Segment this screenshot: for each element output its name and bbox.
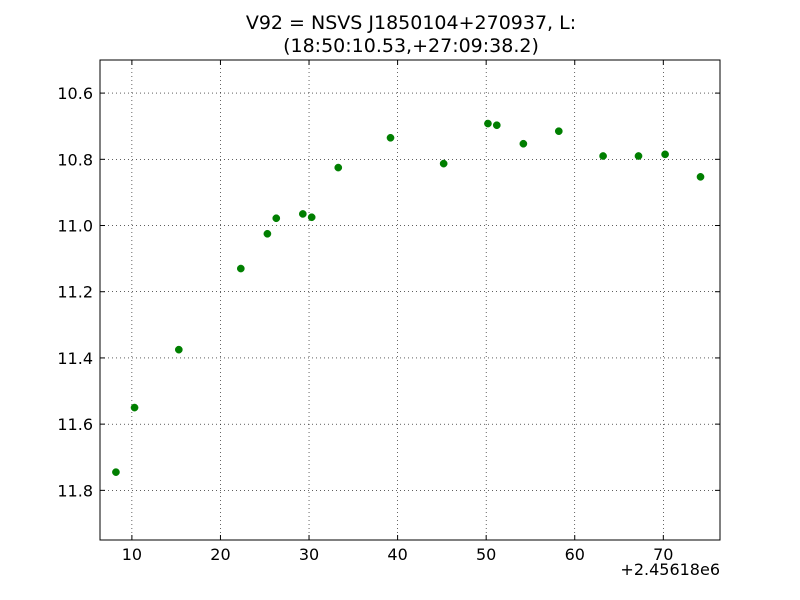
y-tick-label: 11.6 [57,415,93,434]
data-point [334,163,343,172]
data-point [112,468,120,476]
x-tick-label: 30 [299,545,319,564]
data-point [599,152,607,160]
data-point [386,133,395,142]
x-tick-label: 20 [210,545,230,564]
data-points [112,119,705,476]
data-point [307,213,316,222]
grid-lines [100,60,720,540]
data-point [174,345,183,354]
y-tick-label: 11.0 [57,217,93,236]
x-tick-label: 40 [387,545,407,564]
data-point [661,150,669,159]
chart-title: V92 = NSVS J1850104+270937, L: (18:50:10… [246,12,576,57]
data-point [298,210,307,218]
data-point [634,152,643,160]
y-tick-label: 10.6 [57,84,93,103]
x-tick-label: 50 [476,545,496,564]
data-point [519,139,528,148]
data-point [554,127,563,136]
x-axis-offset-label: +2.45618e6 [620,560,720,579]
data-point [236,264,245,273]
data-point [272,214,281,223]
data-point [492,121,501,130]
data-point [130,403,139,412]
axis-ticks: 10 20 30 40 50 60 70 10.6 10.8 11.0 11.2 11.4 11.6 11… [57,60,720,564]
x-tick-label: 10 [122,545,142,564]
plot-area-frame [99,59,721,541]
data-point [439,159,448,168]
y-tick-label: 10.8 [57,150,93,169]
x-tick-label: 60 [565,545,585,564]
chart-title-line-2: (18:50:10.53,+27:09:38.2) [283,35,539,57]
data-point [263,229,272,238]
chart-title-line-1: V92 = NSVS J1850104+270937, L: [246,12,576,34]
y-tick-label: 11.2 [57,283,93,302]
data-point [484,119,492,128]
data-point [696,173,705,181]
x-tick-label: 70 [653,545,673,564]
y-tick-label: 11.4 [57,349,93,368]
y-tick-label: 11.8 [57,481,93,500]
